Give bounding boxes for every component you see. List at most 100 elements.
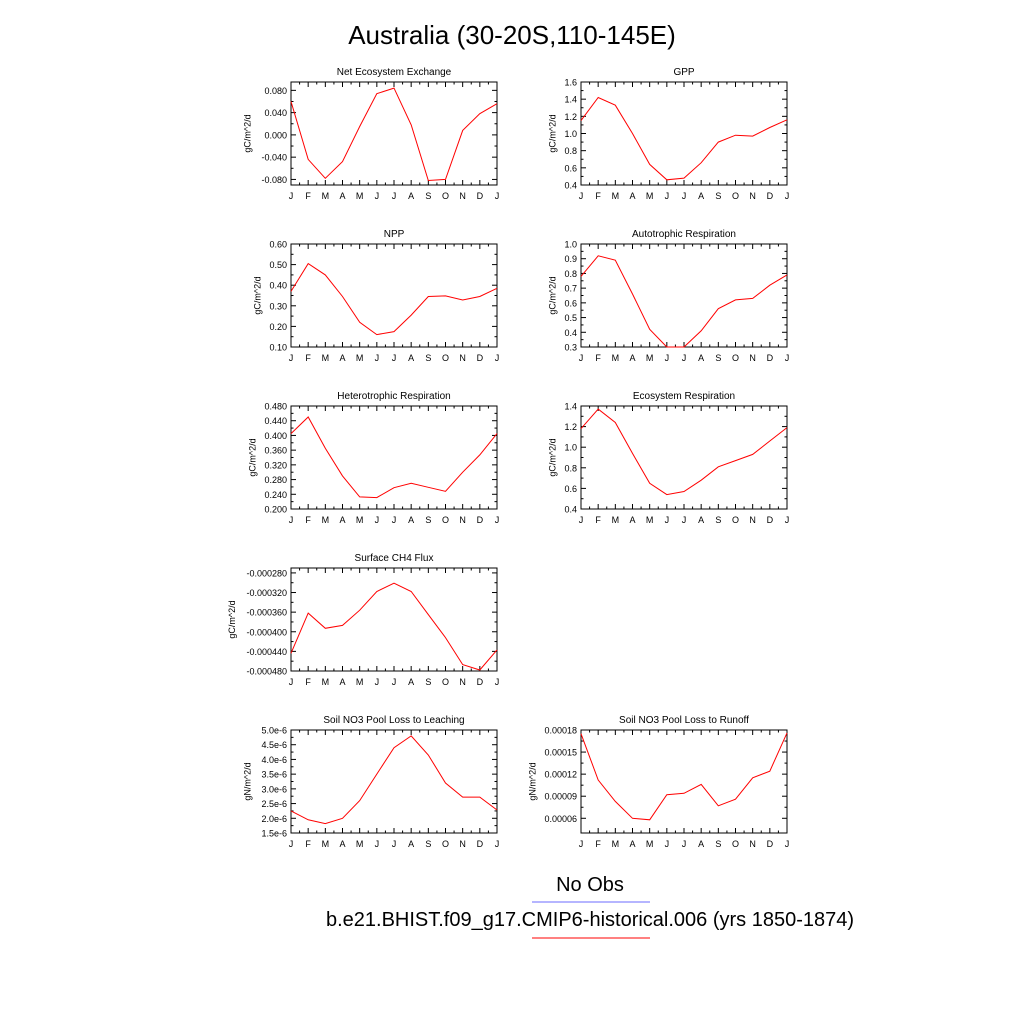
series-line — [290, 735, 498, 825]
x-tick-label: D — [767, 839, 774, 849]
x-tick-label: S — [425, 191, 431, 201]
x-tick-label: A — [408, 515, 414, 525]
x-tick-label: N — [749, 839, 756, 849]
y-axis-label: gC/m^2/d — [548, 276, 558, 314]
x-tick-label: S — [425, 353, 431, 363]
y-tick-label: 0.200 — [264, 505, 287, 515]
y-tick-label: 0.6 — [564, 484, 577, 494]
x-tick-label: J — [665, 515, 670, 525]
y-tick-label: 0.4 — [564, 328, 577, 338]
panel-title: GPP — [673, 67, 694, 78]
y-tick-label: 2.0e-6 — [261, 814, 287, 824]
series-line — [580, 408, 788, 496]
x-tick-label: A — [408, 839, 414, 849]
x-tick-label: S — [715, 191, 721, 201]
x-tick-label: N — [749, 353, 756, 363]
x-tick-label: N — [459, 515, 466, 525]
x-tick-label: A — [339, 839, 345, 849]
x-tick-label: M — [646, 515, 654, 525]
y-tick-label: -0.000280 — [246, 568, 287, 578]
x-tick-label: S — [425, 677, 431, 687]
x-tick-label: D — [477, 353, 484, 363]
plot-frame — [290, 405, 498, 510]
x-tick-label: S — [715, 515, 721, 525]
x-tick-label: S — [425, 839, 431, 849]
plot-frame — [580, 729, 788, 834]
x-tick-label: J — [375, 353, 380, 363]
y-tick-label: -0.000360 — [246, 608, 287, 618]
y-tick-label: 1.0 — [564, 443, 577, 453]
x-tick-label: J — [375, 677, 380, 687]
y-tick-label: 0.280 — [264, 475, 287, 485]
y-tick-label: 0.3 — [564, 343, 577, 353]
y-axis-label: gC/m^2/d — [227, 600, 237, 638]
x-tick-label: A — [629, 515, 635, 525]
y-tick-label: 1.2 — [564, 422, 577, 432]
legend-model-label: b.e21.BHIST.f09_g17.CMIP6-historical.006… — [326, 909, 854, 931]
x-tick-label: M — [612, 353, 620, 363]
x-tick-label: O — [442, 839, 449, 849]
x-tick-label: O — [442, 353, 449, 363]
x-tick-label: A — [339, 515, 345, 525]
y-tick-label: 3.5e-6 — [261, 770, 287, 780]
x-tick-label: A — [698, 515, 704, 525]
panel-title: NPP — [384, 229, 405, 240]
y-tick-label: 0.00018 — [544, 726, 577, 736]
x-tick-label: J — [682, 839, 687, 849]
x-tick-label: F — [595, 353, 601, 363]
x-tick-label: F — [305, 677, 311, 687]
x-tick-label: M — [356, 515, 364, 525]
x-tick-label: O — [732, 191, 739, 201]
x-tick-label: M — [646, 353, 654, 363]
x-tick-label: M — [612, 191, 620, 201]
y-axis-label: gN/m^2/d — [527, 762, 537, 800]
y-tick-label: 1.4 — [564, 402, 577, 412]
x-tick-label: N — [749, 515, 756, 525]
y-tick-label: 1.0 — [564, 240, 577, 250]
x-tick-label: A — [698, 191, 704, 201]
y-tick-label: 0.00006 — [544, 814, 577, 824]
x-tick-label: A — [698, 839, 704, 849]
y-tick-label: 0.080 — [264, 86, 287, 96]
x-tick-label: O — [442, 191, 449, 201]
y-axis-label: gC/m^2/d — [242, 114, 252, 152]
x-tick-label: A — [339, 677, 345, 687]
y-tick-label: 0.10 — [269, 343, 287, 353]
y-tick-label: 1.4 — [564, 95, 577, 105]
y-tick-label: 3.0e-6 — [261, 784, 287, 794]
y-tick-label: 0.40 — [269, 281, 287, 291]
x-tick-label: F — [595, 191, 601, 201]
y-tick-label: -0.000440 — [246, 647, 287, 657]
x-tick-label: M — [322, 191, 330, 201]
x-tick-label: S — [425, 515, 431, 525]
x-tick-label: J — [579, 353, 584, 363]
x-tick-label: J — [665, 191, 670, 201]
x-tick-label: J — [392, 677, 397, 687]
y-axis-label: gC/m^2/d — [548, 438, 558, 476]
x-tick-label: N — [459, 839, 466, 849]
y-tick-label: 2.5e-6 — [261, 799, 287, 809]
x-tick-label: A — [629, 353, 635, 363]
y-axis-label: gC/m^2/d — [248, 438, 258, 476]
series-line — [290, 582, 498, 671]
x-tick-label: M — [646, 191, 654, 201]
x-tick-label: J — [375, 191, 380, 201]
y-tick-label: -0.040 — [261, 153, 287, 163]
panel-title: Soil NO3 Pool Loss to Leaching — [323, 715, 464, 726]
x-tick-label: J — [495, 515, 500, 525]
x-tick-label: F — [595, 515, 601, 525]
x-tick-label: F — [305, 515, 311, 525]
legend: No Obs b.e21.BHIST.f09_g17.CMIP6-histori… — [326, 874, 854, 939]
x-tick-label: F — [305, 191, 311, 201]
x-tick-label: D — [477, 191, 484, 201]
series-line — [580, 96, 788, 181]
y-tick-label: 0.040 — [264, 108, 287, 118]
x-tick-label: O — [732, 839, 739, 849]
x-tick-label: J — [495, 839, 500, 849]
y-tick-label: 0.480 — [264, 402, 287, 412]
